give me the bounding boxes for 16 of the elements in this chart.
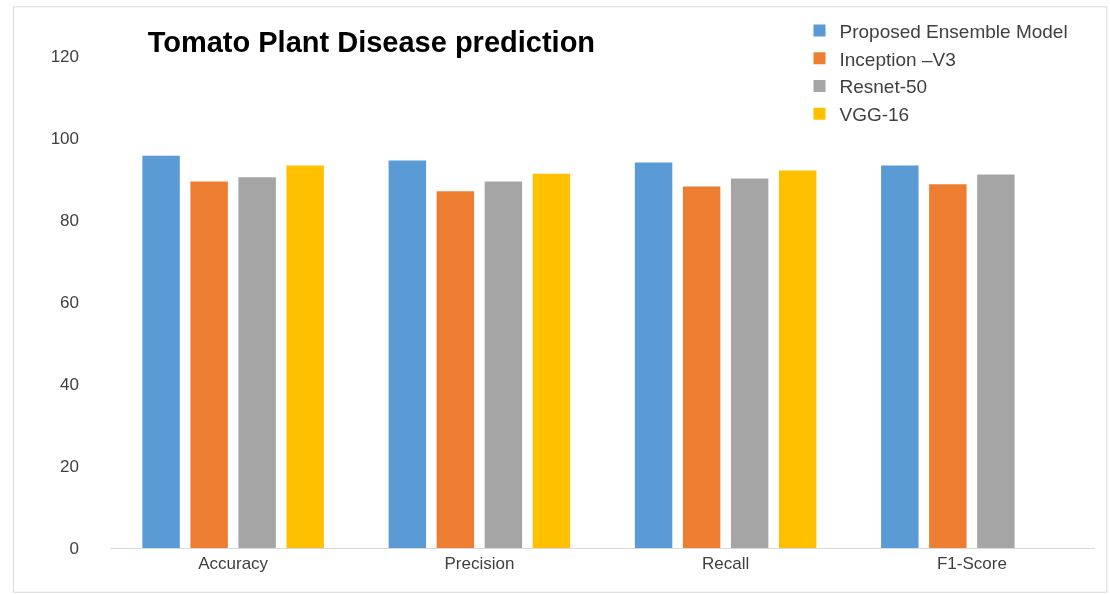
x-tick-label: Accuracy <box>198 554 269 574</box>
y-tick-label: 120 <box>50 46 79 66</box>
y-tick-label: 60 <box>60 292 79 312</box>
x-tick-label: F1-Score <box>936 554 1007 574</box>
legend-label: Inception –V3 <box>839 48 956 70</box>
legend-label: VGG-16 <box>839 104 910 126</box>
x-tick-label: Recall <box>702 554 750 574</box>
x-tick-label: Precision <box>444 554 515 574</box>
y-tick-label: 40 <box>60 374 79 394</box>
legend-label: Resnet-50 <box>839 76 928 98</box>
legend-label: Proposed Ensemble Model <box>839 20 1068 42</box>
y-tick-label: 0 <box>69 538 79 558</box>
chart-title: Tomato Plant Disease prediction <box>147 25 596 58</box>
y-tick-label: 80 <box>60 210 79 230</box>
y-tick-label: 100 <box>50 128 79 148</box>
y-tick-label: 20 <box>60 456 79 476</box>
